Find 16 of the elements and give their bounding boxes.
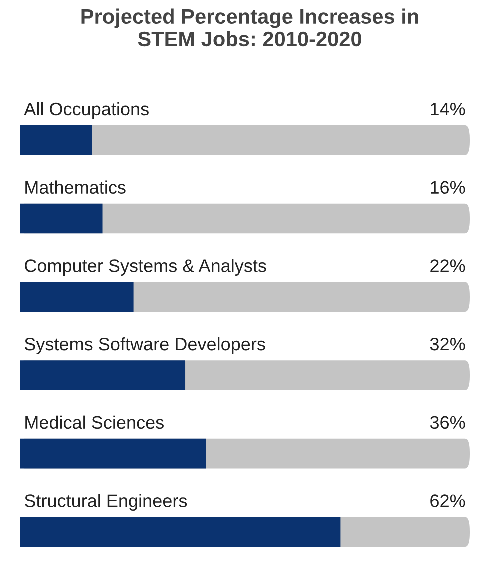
y-tick-label: Systems Software Developers <box>24 337 266 354</box>
data-label: 22% <box>430 260 466 272</box>
bar <box>20 204 103 234</box>
data-label: 16% <box>431 181 466 194</box>
chart-title: Projected Percentage Increases in STEM Jobs: 2010-2020 <box>82 8 418 47</box>
y-tick-label: Computer Systems & Analysts <box>25 259 266 276</box>
y-tick-label: Mathematics <box>26 180 126 194</box>
data-label: 36% <box>430 416 466 430</box>
y-tick-label: All Occupations <box>24 102 149 120</box>
data-label: 32% <box>430 338 466 351</box>
y-tick-label: Structural Engineers <box>24 494 188 512</box>
data-label: 14% <box>431 102 466 116</box>
bar <box>20 282 134 312</box>
y-tick-label: Medical Sciences <box>26 416 164 430</box>
bar <box>20 126 92 156</box>
data-label: 62% <box>430 494 466 508</box>
